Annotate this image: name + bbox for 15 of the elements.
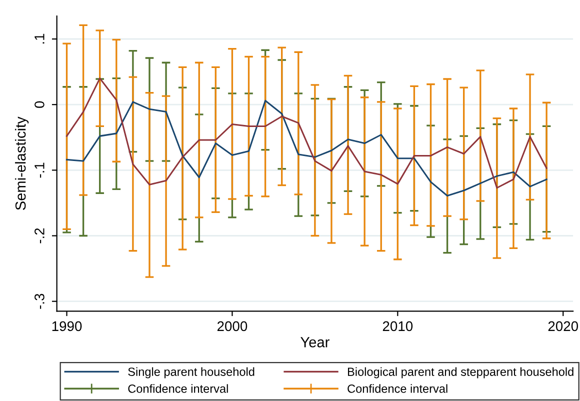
- y-tick-label: -.3: [34, 294, 44, 309]
- y-tick-label: -.2: [34, 228, 44, 244]
- legend-label: Single parent household: [128, 367, 254, 378]
- legend-label: Confidence interval: [128, 384, 228, 393]
- x-tick-label: 2000: [217, 321, 248, 332]
- x-axis-title: Year: [300, 337, 330, 348]
- y-tick-label: -.1: [34, 162, 44, 178]
- x-tick-label: 2010: [382, 321, 413, 332]
- legend-label: Confidence interval: [348, 384, 448, 393]
- x-tick-label: 1990: [52, 321, 82, 332]
- y-axis-title: Semi-elasticity: [15, 116, 29, 210]
- y-tick-label: 0: [34, 101, 44, 108]
- x-tick-label: 2020: [548, 321, 578, 332]
- y-tick-label: .1: [34, 34, 44, 44]
- legend-label: Biological parent and stepparent household: [348, 367, 574, 378]
